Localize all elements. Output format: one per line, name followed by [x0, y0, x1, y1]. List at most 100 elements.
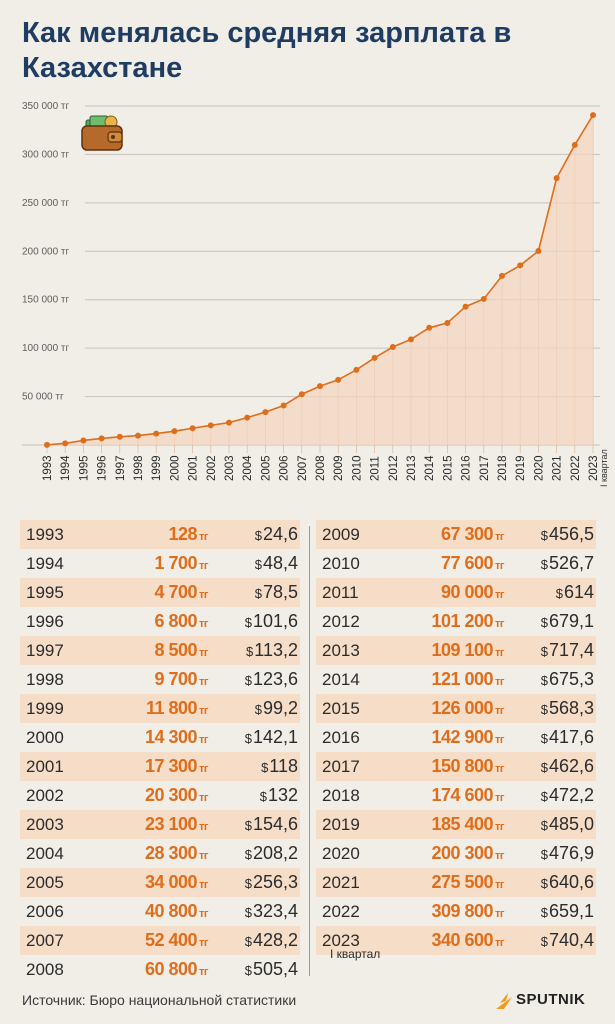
- row-year: 2017: [322, 757, 360, 776]
- currency-tenge: тг: [495, 821, 504, 833]
- table-row: 1997 8 500 тг $113,2: [20, 636, 300, 665]
- row-salary-usd: $323,4: [244, 901, 298, 921]
- row-salary-tenge: 174 600 тг: [431, 785, 504, 805]
- currency-usd: $: [540, 731, 548, 746]
- row-salary-tenge: 90 000 тг: [440, 582, 505, 602]
- row-year: 1995: [26, 583, 64, 602]
- row-salary-usd: $476,9: [540, 843, 594, 863]
- x-tick-label: 2017: [479, 455, 491, 481]
- row-salary-usd: $428,2: [244, 930, 298, 950]
- data-point: [280, 402, 287, 409]
- row-salary-usd: $740,4: [540, 930, 594, 950]
- row-salary-tenge: 4 700 тг: [154, 582, 208, 602]
- row-year: 1996: [26, 612, 64, 631]
- x-tick-label: 2023: [588, 455, 600, 481]
- row-year: 1994: [26, 554, 64, 573]
- row-salary-usd: $208,2: [244, 843, 298, 863]
- x-tick-label: 2009: [333, 455, 345, 481]
- x-tick-label: 2003: [224, 455, 236, 481]
- table-row: 2019 185 400 тг $485,0: [316, 810, 596, 839]
- currency-usd: $: [244, 905, 252, 920]
- x-tick-label: 2001: [188, 455, 200, 481]
- row-salary-usd: $640,6: [540, 872, 594, 892]
- table-row: 2017 150 800 тг $462,6: [316, 752, 596, 781]
- currency-tenge: тг: [199, 879, 208, 891]
- currency-usd: $: [244, 673, 252, 688]
- table-row: 2023 340 600 тг $740,4: [316, 926, 596, 955]
- row-salary-tenge: 109 100 тг: [431, 640, 504, 660]
- row-year: 2001: [26, 757, 64, 776]
- x-tick-label: 2013: [406, 455, 418, 481]
- currency-tenge: тг: [199, 531, 208, 543]
- currency-tenge: тг: [199, 560, 208, 572]
- row-salary-usd: $101,6: [244, 611, 298, 631]
- table-row: 2001 17 300 тг $118: [20, 752, 300, 781]
- table-column-left: 1993 128 тг $24,6 1994 1 700 тг $48,4 1995 4 700 т…: [20, 520, 300, 984]
- y-tick-label: 200 000 тг: [22, 246, 70, 257]
- table-row: 2020 200 300 тг $476,9: [316, 839, 596, 868]
- table-row: 2008 60 800 тг $505,4: [20, 955, 300, 984]
- currency-usd: $: [244, 847, 252, 862]
- row-salary-tenge: 121 000 тг: [431, 669, 504, 689]
- x-tick-label: 2002: [206, 455, 218, 481]
- x-tick-label: 2000: [169, 455, 181, 481]
- data-point: [462, 303, 469, 310]
- x-tick-label: 2020: [533, 455, 545, 481]
- row-salary-usd: $118: [261, 756, 298, 776]
- table-row: 2021 275 500 тг $640,6: [316, 868, 596, 897]
- row-salary-usd: $24,6: [254, 524, 298, 544]
- row-year: 2023: [322, 931, 360, 950]
- table-row: 1994 1 700 тг $48,4: [20, 549, 300, 578]
- data-point: [171, 428, 178, 435]
- table-row: 2006 40 800 тг $323,4: [20, 897, 300, 926]
- table-row: 2003 23 100 тг $154,6: [20, 810, 300, 839]
- currency-tenge: тг: [495, 618, 504, 630]
- area-fill: [47, 115, 593, 446]
- x-tick-label: 2021: [552, 455, 564, 481]
- currency-tenge: тг: [199, 734, 208, 746]
- data-point: [62, 440, 69, 447]
- row-salary-tenge: 34 000 тг: [144, 872, 209, 892]
- quarter-note: I квартал: [330, 947, 381, 961]
- row-salary-tenge: 275 500 тг: [431, 872, 504, 892]
- row-salary-tenge: 11 800 тг: [145, 698, 209, 718]
- row-salary-tenge: 128 тг: [168, 524, 208, 544]
- row-salary-tenge: 340 600 тг: [431, 930, 504, 950]
- row-year: 2015: [322, 699, 360, 718]
- x-tick-label: 1995: [78, 455, 90, 481]
- row-salary-usd: $78,5: [254, 582, 298, 602]
- row-salary-usd: $154,6: [244, 814, 298, 834]
- row-salary-tenge: 23 100 тг: [144, 814, 209, 834]
- row-salary-usd: $505,4: [244, 959, 298, 979]
- row-salary-usd: $256,3: [244, 872, 298, 892]
- currency-usd: $: [540, 644, 548, 659]
- table-row: 1995 4 700 тг $78,5: [20, 578, 300, 607]
- row-salary-tenge: 142 900 тг: [431, 727, 504, 747]
- currency-tenge: тг: [495, 560, 504, 572]
- currency-usd: $: [254, 528, 262, 543]
- row-salary-usd: $123,6: [244, 669, 298, 689]
- row-salary-tenge: 60 800 тг: [144, 959, 209, 979]
- currency-usd: $: [540, 876, 548, 891]
- row-year: 2008: [26, 960, 64, 979]
- data-point: [298, 391, 305, 398]
- y-tick-label: 350 000 тг: [22, 101, 70, 112]
- currency-tenge: тг: [495, 676, 504, 688]
- currency-tenge: тг: [495, 531, 504, 543]
- currency-usd: $: [244, 818, 252, 833]
- table-row: 2009 67 300 тг $456,5: [316, 520, 596, 549]
- x-tick-label: 1998: [133, 455, 145, 481]
- row-salary-usd: $48,4: [254, 553, 298, 573]
- table-row: 2013 109 100 тг $717,4: [316, 636, 596, 665]
- row-salary-tenge: 9 700 тг: [154, 669, 208, 689]
- row-salary-usd: $462,6: [540, 756, 594, 776]
- x-tick-label: 2016: [461, 455, 473, 481]
- row-year: 2014: [322, 670, 360, 689]
- currency-tenge: тг: [495, 705, 504, 717]
- row-salary-tenge: 28 300 тг: [144, 843, 209, 863]
- currency-usd: $: [244, 615, 252, 630]
- row-salary-usd: $132: [259, 785, 298, 805]
- row-year: 2006: [26, 902, 64, 921]
- y-tick-label: 100 000 тг: [22, 343, 70, 354]
- row-salary-tenge: 150 800 тг: [431, 756, 504, 776]
